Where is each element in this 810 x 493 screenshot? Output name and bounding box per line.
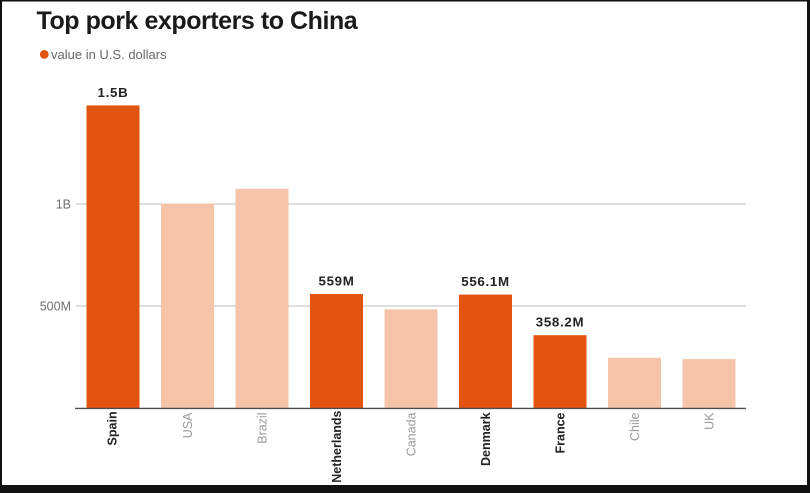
svg-text:UK: UK <box>703 412 717 430</box>
svg-text:Denmark: Denmark <box>479 412 493 466</box>
svg-text:France: France <box>554 412 568 453</box>
svg-text:1.5B: 1.5B <box>98 85 129 100</box>
svg-text:Canada: Canada <box>405 412 419 456</box>
svg-text:Netherlands: Netherlands <box>330 410 344 482</box>
svg-text:1B: 1B <box>56 198 71 212</box>
svg-text:559M: 559M <box>318 274 354 289</box>
svg-text:556.1M: 556.1M <box>461 274 510 289</box>
svg-text:value in U.S. dollars: value in U.S. dollars <box>51 47 167 62</box>
svg-text:Top pork exporters to China: Top pork exporters to China <box>37 7 359 35</box>
svg-text:500M: 500M <box>40 300 71 314</box>
svg-text:Chile: Chile <box>628 412 642 441</box>
svg-text:358.2M: 358.2M <box>536 315 585 330</box>
svg-text:USA: USA <box>181 412 195 438</box>
svg-text:Spain: Spain <box>105 411 119 445</box>
svg-text:Brazil: Brazil <box>256 413 270 444</box>
